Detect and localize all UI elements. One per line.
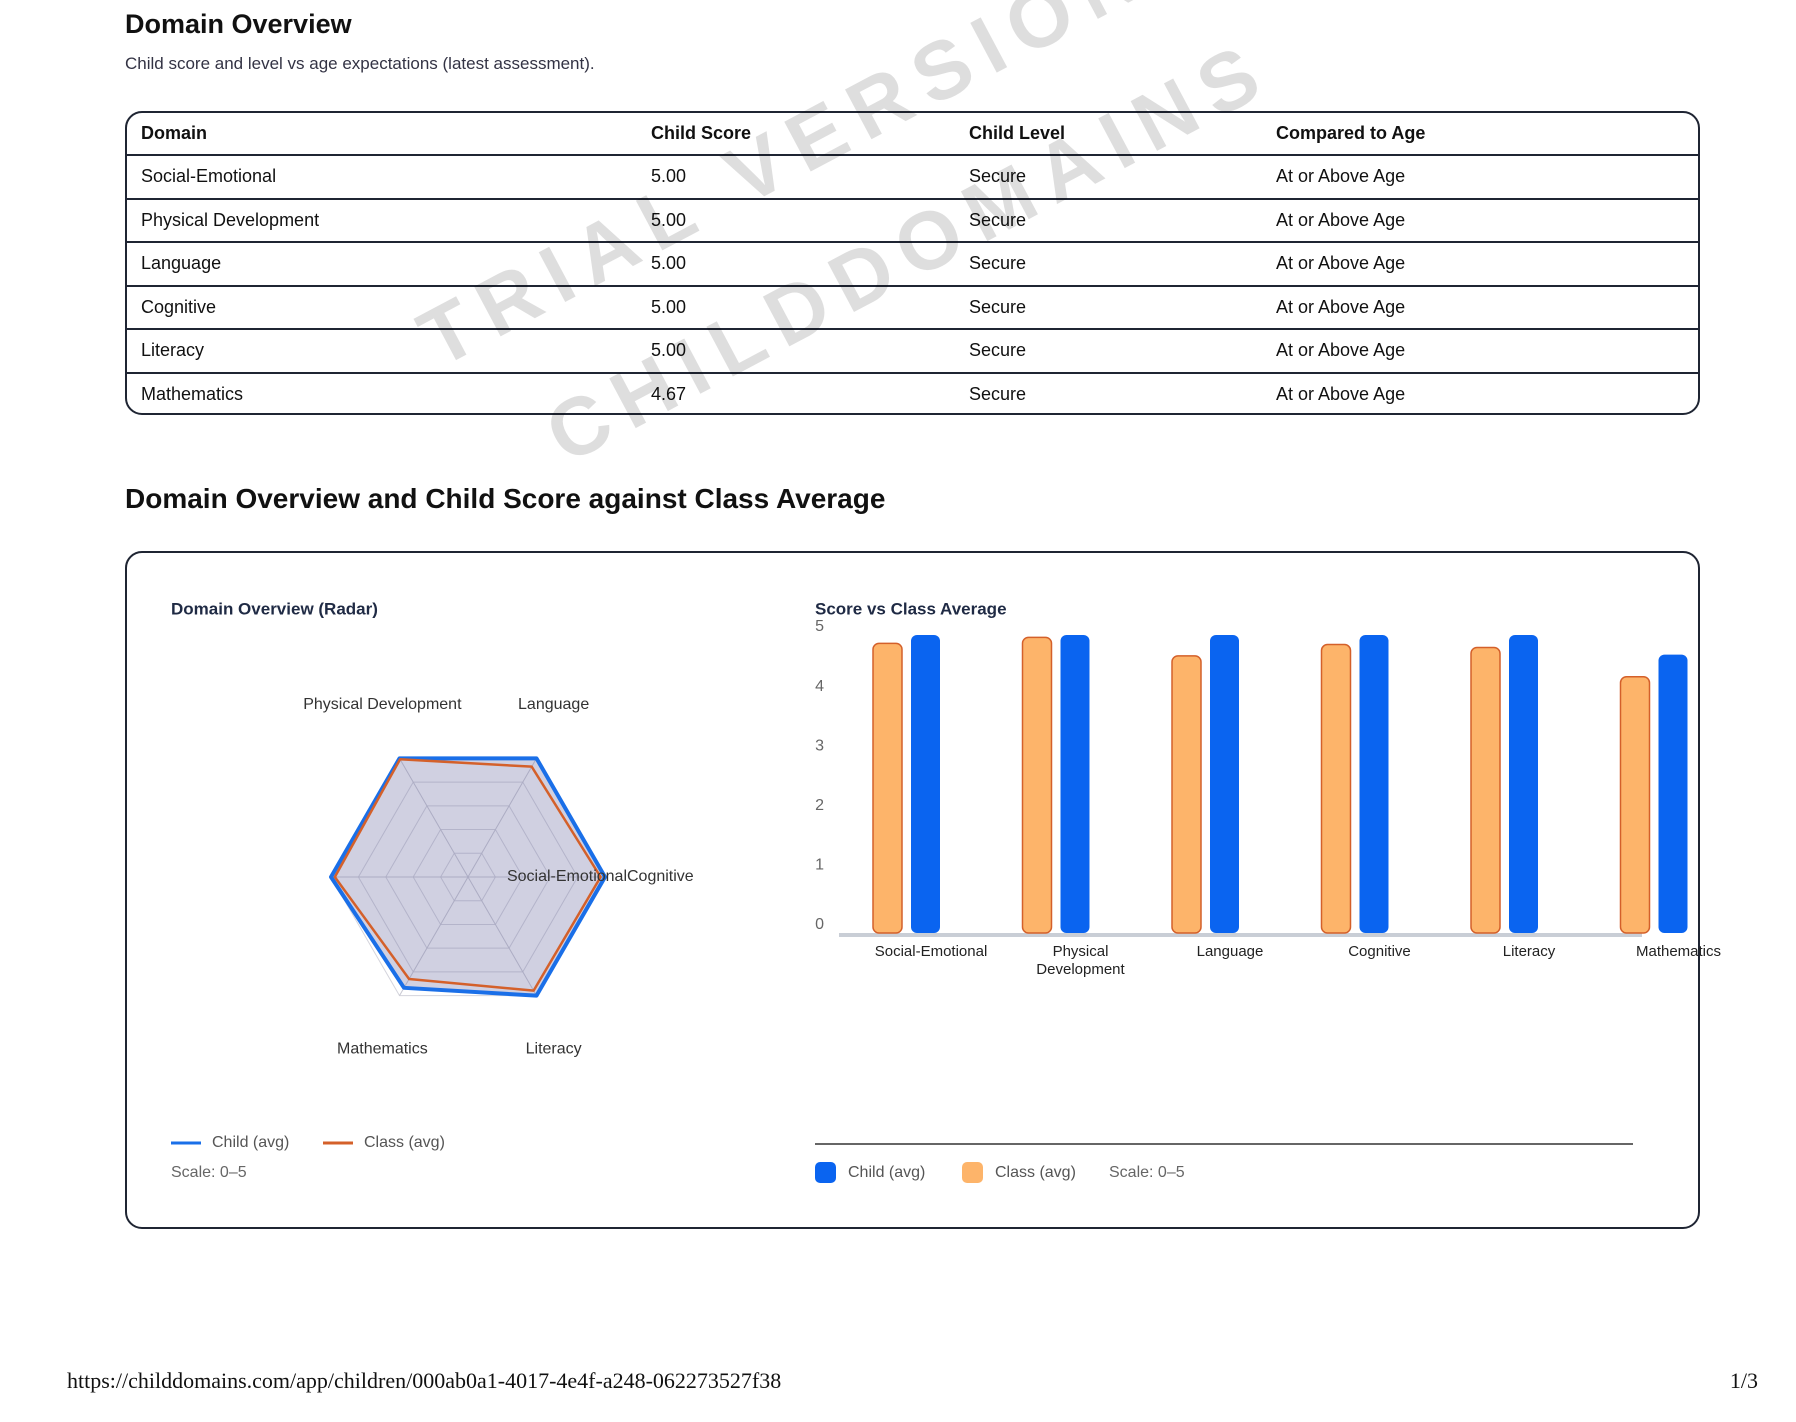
bar [1470, 646, 1501, 934]
bar [911, 635, 940, 933]
table-row: Physical Development 5.00 Secure At or Abov… [127, 197, 1698, 241]
radar-series [333, 758, 602, 992]
table-cell: Literacy [141, 340, 205, 360]
y-tick-label: 5 [815, 618, 824, 635]
radar-axis-label: Social-Emotional [507, 868, 627, 885]
table-cell: Secure [969, 253, 1027, 273]
radar-axis-label: Language [518, 696, 589, 713]
bar [872, 642, 903, 934]
table-cell: Secure [969, 166, 1027, 186]
legend-swatch [815, 1162, 836, 1183]
page-number: 1/3 [1729, 1368, 1758, 1393]
page-title: Domain Overview [125, 9, 352, 39]
table-cell: 5.00 [651, 166, 687, 186]
section-title: Domain Overview and Child Score against … [125, 483, 886, 514]
table-row: Literacy 5.00 Secure At or Above Age [127, 328, 1698, 371]
scale-note: Scale: 0–5 [171, 1164, 247, 1181]
table-cell: Social-Emotional [141, 166, 277, 186]
table-row: Social-Emotional 5.00 Secure At or Above Ag… [127, 154, 1698, 197]
table-cell: 4.67 [651, 383, 687, 404]
bar [1320, 643, 1352, 934]
y-tick-label: 2 [815, 797, 824, 814]
y-tick-label: 1 [815, 857, 824, 874]
table-cell: Language [141, 253, 222, 273]
table-cell: 5.00 [651, 340, 687, 360]
x-tick-label: Mathematics [1635, 943, 1722, 960]
column-header: Domain [141, 123, 208, 143]
table-cell: Secure [969, 209, 1027, 230]
x-tick-label: Language [1196, 943, 1264, 960]
column-header: Child Level [969, 123, 1066, 143]
legend-label: Child (avg) [848, 1164, 925, 1181]
domain-table: Domain Child Score Child Level Compared to … [125, 111, 1700, 415]
radar-spoke [467, 758, 537, 878]
radar-spoke [467, 876, 537, 996]
chart-title: Score vs Class Average [815, 599, 1007, 618]
column-header: Compared to Age [1276, 123, 1426, 143]
table-cell: At or Above Age [1276, 166, 1406, 186]
table-cell: At or Above Age [1276, 383, 1406, 404]
table-cell: At or Above Age [1276, 340, 1406, 360]
table-cell: Mathematics [141, 383, 244, 404]
table-cell: At or Above Age [1276, 296, 1406, 317]
chart-card [125, 551, 1700, 1229]
legend-label: Class (avg) [995, 1164, 1076, 1181]
bar [1619, 675, 1651, 934]
chart-title: Domain Overview (Radar) [171, 599, 378, 618]
legend-swatch [962, 1162, 983, 1183]
subtitle: Child score and level vs age expectation… [125, 54, 595, 73]
scale-note: Scale: 0–5 [1109, 1164, 1185, 1181]
y-tick-label: 4 [815, 678, 824, 695]
table-row: Language 5.00 Secure At or Above Age [127, 241, 1698, 284]
table-cell: Secure [969, 383, 1027, 404]
y-tick-label: 3 [815, 737, 824, 754]
table-cell: At or Above Age [1276, 209, 1406, 230]
charts: Domain Overview (Radar) Social-Emotional P… [171, 599, 1688, 1183]
bar [1359, 635, 1389, 933]
table-row: Cognitive 5.00 Secure At or Above Age [127, 284, 1698, 328]
radar-spoke [399, 876, 469, 996]
table-header-row: Domain Child Score Child Level Compared to … [127, 113, 1698, 156]
table-cell: Secure [969, 340, 1027, 360]
x-tick-label: Physical Development [1036, 943, 1125, 978]
radar-axis-label: Literacy [526, 1040, 582, 1057]
table-cell: At or Above Age [1276, 253, 1406, 273]
table-cell: 5.00 [651, 253, 687, 273]
bar [1509, 635, 1538, 933]
bar [1021, 636, 1053, 934]
table-cell: Cognitive [141, 296, 217, 317]
table-cell: Secure [969, 296, 1027, 317]
x-tick-label: Cognitive [1348, 943, 1411, 960]
y-tick-label: 0 [815, 916, 824, 933]
bar [1210, 635, 1239, 933]
bar [1171, 655, 1202, 934]
radar-axis-label: Cognitive [627, 868, 694, 885]
table-row: Mathematics 4.67 Secure At or Above Age [127, 371, 1698, 414]
column-header: Child Score [651, 123, 752, 143]
table-cell: 5.00 [651, 296, 687, 317]
legend-label: Child (avg) [212, 1134, 289, 1151]
footer-url: https://childdomains.com/app/children/00… [67, 1368, 782, 1393]
x-tick-label: Literacy [1502, 943, 1556, 960]
radar-axis-label: Mathematics [337, 1040, 428, 1057]
radar-axis-label: Physical Development [303, 696, 462, 713]
legend-label: Class (avg) [364, 1134, 445, 1151]
bar [1658, 654, 1688, 933]
table-cell: Physical Development [141, 209, 320, 230]
table-cell: 5.00 [651, 209, 687, 230]
bar [1060, 635, 1090, 933]
radar-spoke [399, 758, 469, 878]
x-tick-label: Social-Emotional [874, 943, 988, 960]
